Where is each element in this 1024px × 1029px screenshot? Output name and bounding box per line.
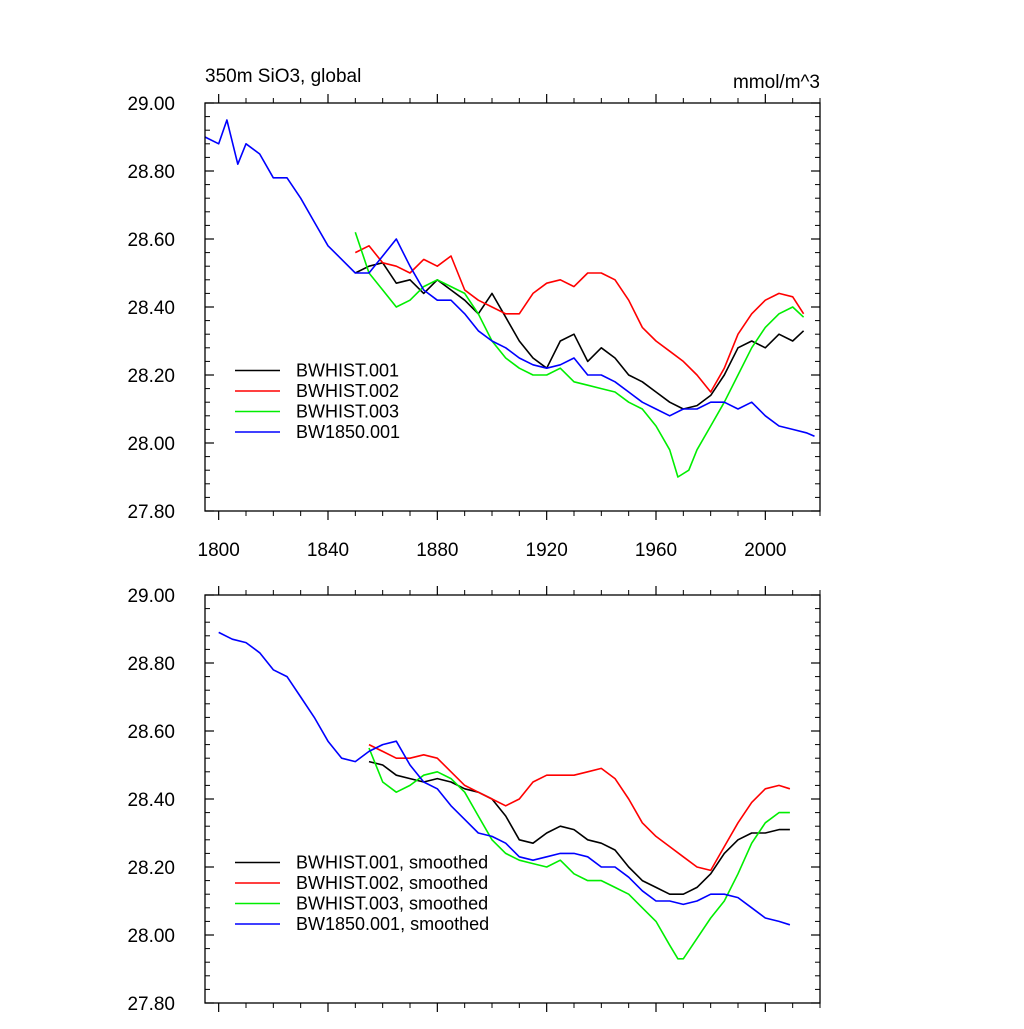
chart0-x-tick-label-0: 1800 [198, 540, 240, 561]
chart0-series-line-2 [354, 231, 805, 478]
chart1-y-tick-label-4: 28.60 [127, 722, 175, 743]
chart0-x-tick-label-4: 1960 [635, 540, 677, 561]
chart0-series-line-1 [354, 245, 805, 393]
chart0-x-tick-label-1: 1840 [307, 540, 349, 561]
chart1-legend-label-2: BWHIST.003, smoothed [296, 894, 488, 914]
chart0-y-tick-label-0: 27.80 [127, 502, 175, 523]
chart0-x-tick-label-2: 1880 [416, 540, 458, 561]
chart0-x-tick-label-5: 2000 [744, 540, 786, 561]
chart1-series-line-0 [368, 760, 790, 896]
chart1-series-line-1 [368, 743, 791, 872]
chart1-legend-label-1: BWHIST.002, smoothed [296, 873, 488, 893]
chart1-legend-label-3: BW1850.001, smoothed [296, 914, 489, 934]
chart1-plot-frame [204, 594, 821, 1004]
chart1-y-tick-label-3: 28.40 [127, 790, 175, 811]
bottom-panel: 27.80 28.00 28.20 28.40 28.60 28.80 29.00 BWHIS… [127, 586, 821, 1015]
chart1-y-tick-label-6: 29.00 [127, 586, 175, 607]
chart0-y-tick-label-3: 28.40 [127, 298, 175, 319]
chart0-series-line-3 [204, 119, 815, 437]
chart1-y-tick-label-0: 27.80 [127, 994, 175, 1015]
chart0-legend-label-1: BWHIST.002 [296, 381, 399, 401]
chart0-legend-label-3: BW1850.001 [296, 422, 400, 442]
chart0-title: 350m SiO3, global [205, 66, 361, 87]
chart0-y-tick-label-6: 29.00 [127, 94, 175, 115]
chart0-legend-label-0: BWHIST.001 [296, 361, 399, 381]
chart1-y-tick-label-1: 28.00 [127, 926, 175, 947]
chart1-y-tick-label-5: 28.80 [127, 654, 175, 675]
chart0-units-label: mmol/m^3 [733, 72, 820, 93]
chart1-y-tick-label-2: 28.20 [127, 858, 175, 879]
chart0-y-tick-label-2: 28.20 [127, 366, 175, 387]
chart0-series-line-0 [354, 261, 805, 410]
chart0-y-tick-label-1: 28.00 [127, 434, 175, 455]
chart0-plot-frame [204, 102, 821, 512]
chart1-series-line-2 [368, 747, 790, 960]
chart0-y-tick-label-5: 28.80 [127, 162, 175, 183]
chart1-legend-label-0: BWHIST.001, smoothed [296, 853, 488, 873]
chart0-y-tick-label-4: 28.60 [127, 230, 175, 251]
chart1-series-line-3 [218, 631, 791, 926]
chart0-legend-label-2: BWHIST.003 [296, 402, 399, 422]
top-panel: 1800 1840 1880 1920 1960 2000 27.80 28.00 28.20 2… [127, 66, 821, 561]
chart0-x-tick-label-3: 1920 [526, 540, 568, 561]
